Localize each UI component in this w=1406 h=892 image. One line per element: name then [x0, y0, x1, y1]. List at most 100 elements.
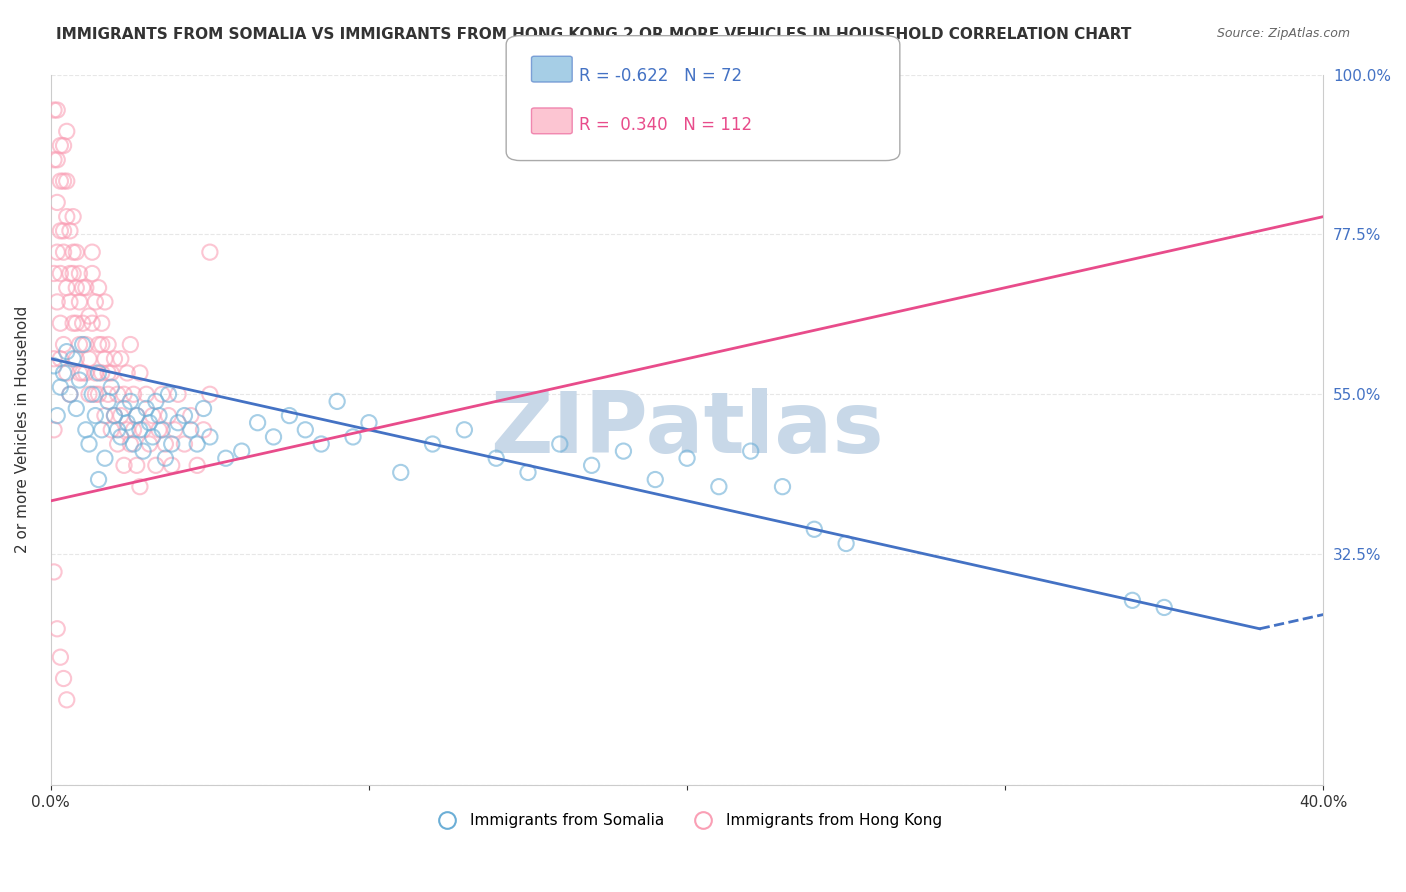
Immigrants from Hong Kong [135, 387, 157, 401]
Immigrants from Somalia [103, 409, 125, 423]
Immigrants from Hong Kong [49, 316, 72, 330]
Immigrants from Hong Kong [59, 224, 82, 238]
Immigrants from Hong Kong [59, 387, 82, 401]
Immigrants from Somalia [835, 536, 858, 550]
Immigrants from Hong Kong [110, 409, 132, 423]
Immigrants from Somalia [422, 437, 444, 451]
Text: R = -0.622   N = 72: R = -0.622 N = 72 [579, 67, 742, 85]
Immigrants from Hong Kong [107, 437, 129, 451]
Immigrants from Hong Kong [65, 245, 87, 260]
Immigrants from Hong Kong [46, 245, 69, 260]
Immigrants from Somalia [740, 444, 762, 458]
Immigrants from Somalia [115, 416, 138, 430]
Immigrants from Somalia [132, 444, 155, 458]
Immigrants from Somalia [157, 387, 180, 401]
Immigrants from Somalia [1121, 593, 1143, 607]
Immigrants from Hong Kong [125, 409, 148, 423]
Immigrants from Hong Kong [82, 245, 104, 260]
Immigrants from Hong Kong [160, 458, 183, 473]
Immigrants from Somalia [612, 444, 634, 458]
Immigrants from Hong Kong [69, 337, 91, 351]
Immigrants from Somalia [125, 409, 148, 423]
Immigrants from Hong Kong [69, 294, 91, 309]
Immigrants from Somalia [231, 444, 253, 458]
Immigrants from Hong Kong [129, 366, 152, 380]
Immigrants from Somalia [100, 380, 122, 394]
Immigrants from Hong Kong [122, 387, 145, 401]
Immigrants from Hong Kong [100, 423, 122, 437]
Immigrants from Somalia [87, 366, 110, 380]
Immigrants from Hong Kong [125, 458, 148, 473]
Immigrants from Hong Kong [65, 316, 87, 330]
Immigrants from Hong Kong [46, 103, 69, 117]
Immigrants from Hong Kong [103, 409, 125, 423]
Immigrants from Hong Kong [42, 153, 65, 167]
Immigrants from Hong Kong [180, 409, 202, 423]
Immigrants from Hong Kong [62, 210, 84, 224]
Immigrants from Hong Kong [49, 174, 72, 188]
Immigrants from Somalia [112, 401, 135, 416]
Immigrants from Somalia [150, 423, 173, 437]
Immigrants from Hong Kong [59, 267, 82, 281]
Y-axis label: 2 or more Vehicles in Household: 2 or more Vehicles in Household [15, 306, 30, 553]
Immigrants from Hong Kong [69, 267, 91, 281]
Immigrants from Hong Kong [62, 267, 84, 281]
Immigrants from Somalia [142, 430, 165, 444]
Immigrants from Hong Kong [49, 138, 72, 153]
Immigrants from Hong Kong [46, 153, 69, 167]
Text: ZIPatlas: ZIPatlas [491, 388, 884, 471]
Immigrants from Somalia [75, 423, 97, 437]
Immigrants from Somalia [49, 380, 72, 394]
Immigrants from Somalia [94, 451, 117, 466]
Immigrants from Somalia [581, 458, 603, 473]
Immigrants from Hong Kong [72, 316, 94, 330]
Immigrants from Somalia [87, 473, 110, 487]
Immigrants from Hong Kong [55, 210, 77, 224]
Immigrants from Hong Kong [145, 458, 167, 473]
Immigrants from Hong Kong [193, 423, 215, 437]
Immigrants from Hong Kong [52, 224, 75, 238]
Immigrants from Somalia [72, 337, 94, 351]
Immigrants from Hong Kong [167, 387, 190, 401]
Immigrants from Somalia [278, 409, 301, 423]
Immigrants from Hong Kong [49, 650, 72, 665]
Immigrants from Somalia [107, 423, 129, 437]
Immigrants from Hong Kong [72, 366, 94, 380]
Immigrants from Somalia [65, 401, 87, 416]
Text: R =  0.340   N = 112: R = 0.340 N = 112 [579, 116, 752, 134]
Immigrants from Hong Kong [55, 124, 77, 138]
Immigrants from Hong Kong [173, 437, 195, 451]
Immigrants from Somalia [62, 351, 84, 366]
Immigrants from Somalia [772, 480, 794, 494]
Immigrants from Somalia [1153, 600, 1175, 615]
Immigrants from Hong Kong [112, 387, 135, 401]
Immigrants from Hong Kong [100, 366, 122, 380]
Immigrants from Somalia [644, 473, 666, 487]
Immigrants from Somalia [77, 437, 100, 451]
Immigrants from Hong Kong [120, 337, 142, 351]
Immigrants from Hong Kong [129, 480, 152, 494]
Immigrants from Hong Kong [94, 351, 117, 366]
Immigrants from Somalia [263, 430, 285, 444]
Immigrants from Somalia [803, 522, 825, 536]
Immigrants from Hong Kong [122, 423, 145, 437]
Immigrants from Hong Kong [87, 337, 110, 351]
Immigrants from Somalia [193, 401, 215, 416]
Immigrants from Somalia [453, 423, 475, 437]
Immigrants from Hong Kong [150, 387, 173, 401]
Immigrants from Hong Kong [65, 281, 87, 295]
Immigrants from Hong Kong [87, 281, 110, 295]
Immigrants from Somalia [294, 423, 316, 437]
Immigrants from Hong Kong [77, 351, 100, 366]
Immigrants from Hong Kong [55, 174, 77, 188]
Immigrants from Hong Kong [115, 423, 138, 437]
Immigrants from Hong Kong [84, 294, 107, 309]
Immigrants from Hong Kong [198, 387, 221, 401]
Immigrants from Somalia [138, 416, 160, 430]
Immigrants from Hong Kong [148, 423, 170, 437]
Immigrants from Hong Kong [107, 387, 129, 401]
Immigrants from Hong Kong [97, 387, 120, 401]
Immigrants from Hong Kong [75, 337, 97, 351]
Immigrants from Hong Kong [52, 138, 75, 153]
Immigrants from Hong Kong [52, 337, 75, 351]
